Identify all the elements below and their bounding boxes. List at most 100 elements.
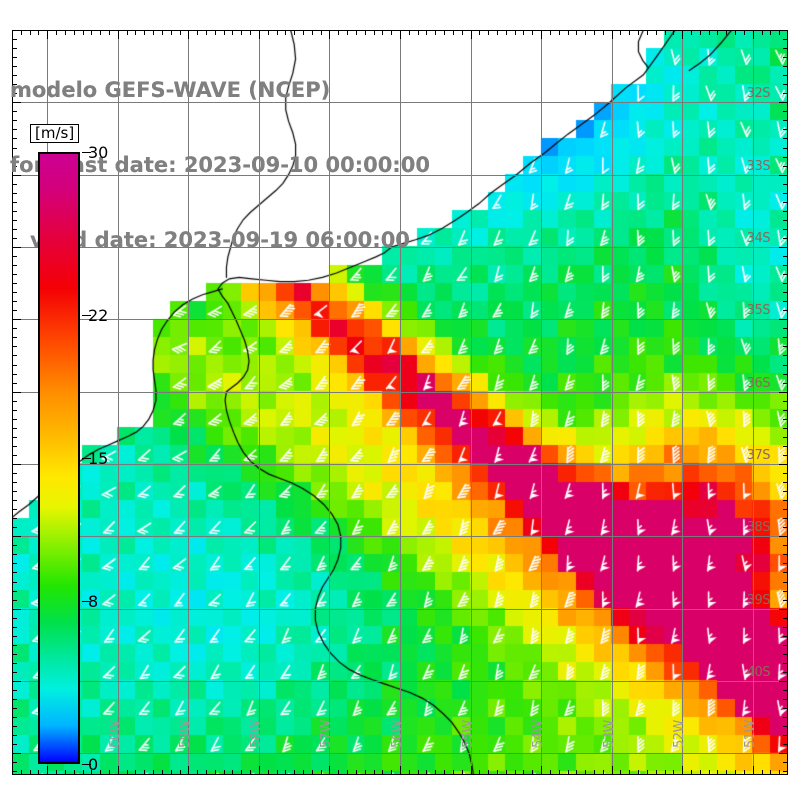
colorbar-tick [82, 764, 91, 765]
longitude-tick [400, 30, 401, 39]
colorbar-tick [82, 152, 91, 153]
latitude-tick [12, 319, 21, 320]
longitude-tick [665, 30, 666, 35]
longitude-tick [488, 30, 489, 35]
longitude-tick [338, 770, 339, 775]
longitude-tick [91, 770, 92, 775]
longitude-gridline [471, 30, 472, 775]
longitude-tick [30, 770, 31, 775]
longitude-tick [65, 30, 66, 35]
latitude-tick [783, 591, 788, 592]
latitude-tick [12, 175, 21, 176]
longitude-tick [206, 770, 207, 775]
longitude-tick [559, 770, 560, 775]
latitude-tick [12, 545, 17, 546]
title-block: modelo GEFS-WAVE (NCEP) forecast date: 2… [10, 28, 430, 303]
latitude-label: 36S [746, 375, 771, 391]
longitude-tick [506, 30, 507, 35]
longitude-tick [612, 766, 613, 775]
longitude-tick [444, 30, 445, 35]
map-plot-area[interactable]: 32S33S34S35S36S37S38S39S40S61W60W59W58W5… [12, 30, 788, 775]
longitude-tick [180, 770, 181, 775]
colorbar[interactable]: [m/s] 30 22 15 8 0 [30, 124, 108, 774]
longitude-tick [700, 30, 701, 35]
longitude-tick [303, 30, 304, 35]
latitude-tick [12, 256, 17, 257]
longitude-tick [21, 30, 22, 35]
latitude-tick [779, 175, 788, 176]
longitude-tick [83, 30, 84, 35]
latitude-tick [779, 319, 788, 320]
latitude-tick [12, 238, 17, 239]
latitude-tick [783, 672, 788, 673]
latitude-tick [783, 717, 788, 718]
latitude-tick [12, 392, 21, 393]
longitude-tick [188, 30, 189, 39]
latitude-tick [12, 301, 17, 302]
latitude-tick [783, 455, 788, 456]
latitude-tick [12, 292, 17, 293]
longitude-label: 51W [742, 720, 758, 748]
latitude-tick [783, 663, 788, 664]
longitude-tick [312, 770, 313, 775]
latitude-tick [12, 572, 17, 573]
latitude-tick [783, 75, 788, 76]
longitude-tick [744, 30, 745, 35]
latitude-tick [783, 184, 788, 185]
latitude-label: 37S [746, 447, 771, 463]
longitude-tick [329, 30, 330, 39]
longitude-gridline [753, 30, 754, 775]
longitude-tick [550, 30, 551, 35]
latitude-tick [12, 455, 17, 456]
longitude-tick [471, 30, 472, 39]
latitude-tick [12, 355, 17, 356]
longitude-tick [374, 30, 375, 35]
longitude-tick [215, 30, 216, 35]
longitude-tick [180, 30, 181, 35]
longitude-tick [515, 30, 516, 35]
longitude-tick [523, 770, 524, 775]
latitude-tick [783, 500, 788, 501]
latitude-tick [12, 365, 17, 366]
latitude-tick [783, 410, 788, 411]
latitude-tick [12, 527, 17, 528]
latitude-tick [12, 690, 17, 691]
latitude-tick [783, 527, 788, 528]
latitude-tick [12, 726, 17, 727]
latitude-tick [779, 464, 788, 465]
longitude-tick [409, 30, 410, 35]
longitude-tick [232, 770, 233, 775]
longitude-tick [312, 30, 313, 35]
latitude-tick [12, 66, 17, 67]
latitude-tick [783, 699, 788, 700]
latitude-tick [783, 545, 788, 546]
longitude-tick [74, 30, 75, 35]
longitude-gridline [612, 30, 613, 775]
longitude-tick [762, 770, 763, 775]
longitude-tick [770, 770, 771, 775]
latitude-tick [12, 39, 17, 40]
latitude-tick [12, 563, 17, 564]
longitude-tick [188, 766, 189, 775]
latitude-tick [12, 672, 17, 673]
longitude-tick [197, 770, 198, 775]
latitude-tick [783, 365, 788, 366]
latitude-tick [12, 591, 17, 592]
latitude-tick [783, 193, 788, 194]
latitude-tick [783, 301, 788, 302]
colorbar-gradient[interactable] [38, 152, 80, 764]
latitude-tick [12, 717, 17, 718]
latitude-tick [783, 419, 788, 420]
latitude-tick [12, 482, 17, 483]
latitude-tick [783, 166, 788, 167]
longitude-gridline [259, 30, 260, 775]
latitude-tick [783, 310, 788, 311]
latitude-label: 40S [746, 664, 771, 680]
latitude-tick [12, 220, 17, 221]
latitude-tick [12, 464, 21, 465]
latitude-tick [783, 111, 788, 112]
longitude-tick [647, 30, 648, 35]
latitude-tick [783, 238, 788, 239]
title-model: modelo GEFS-WAVE (NCEP) [10, 78, 331, 102]
latitude-tick [12, 184, 17, 185]
